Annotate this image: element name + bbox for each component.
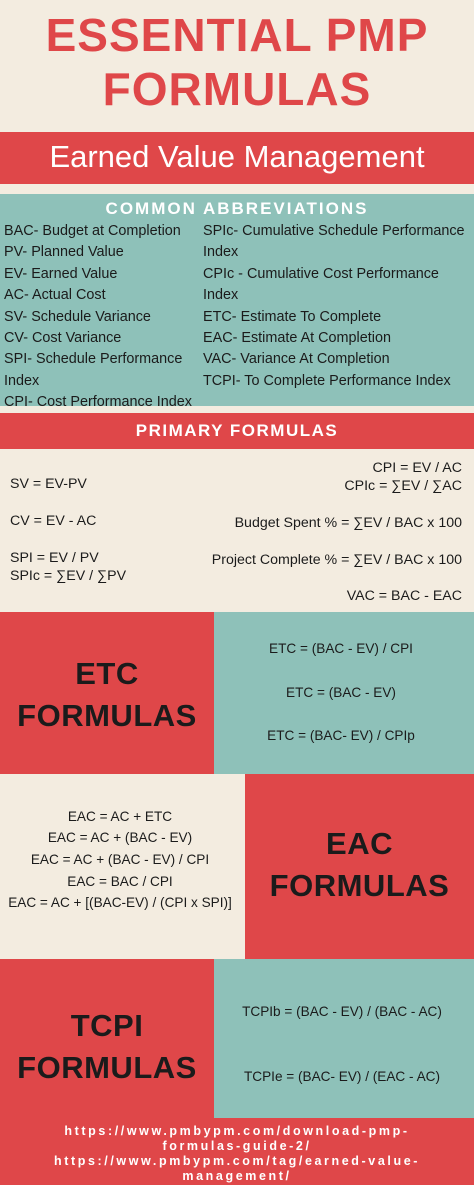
etc-formula: ETC = (BAC - EV) / CPI	[269, 641, 413, 656]
formula-project-complete: Project Complete % = ∑EV / BAC x 100	[211, 552, 462, 568]
formula-budget-spent: Budget Spent % = ∑EV / BAC x 100	[234, 515, 462, 531]
abbreviation-item: ETC- Estimate To Complete	[203, 308, 382, 325]
formula-cv: CV = EV - AC	[10, 513, 97, 529]
eac-formula: EAC = BAC / CPI	[67, 874, 173, 889]
etc-label-line-1: ETC	[75, 656, 139, 691]
eac-formula: EAC = AC + ETC	[67, 809, 173, 824]
eac-formulas-block	[0, 774, 245, 959]
abbreviation-item: EAC- Estimate At Completion	[203, 330, 391, 347]
eac-label-block	[245, 774, 474, 959]
title-line-2: FORMULAS	[102, 63, 372, 115]
eac-formula: EAC = AC + (BAC - EV) / CPI	[30, 852, 210, 867]
etc-label-block	[0, 612, 214, 774]
formula-spic: SPIc = ∑EV / ∑PV	[10, 568, 127, 584]
abbreviations-left-column: BAC- Budget at Completion PV- Planned Va…	[4, 221, 200, 414]
subtitle-banner	[0, 132, 474, 184]
abbreviation-item: VAC- Variance At Completion	[203, 351, 390, 368]
abbreviation-item: BAC- Budget at Completion	[4, 223, 181, 239]
primary-formulas-heading: PRIMARY FORMULAS	[135, 421, 339, 440]
abbreviations-section	[0, 194, 474, 406]
etc-formula: ETC = (BAC - EV)	[286, 685, 396, 700]
abbreviation-item: SV- Schedule Variance	[4, 308, 151, 325]
abbreviation-item: SPI- Schedule Performance Index	[4, 351, 183, 389]
abbreviation-item: AC- Actual Cost	[4, 287, 106, 304]
abbreviation-item: TCPI- To Complete Performance Index	[203, 372, 451, 389]
etc-formulas-block	[214, 612, 474, 774]
tcpi-formula: TCPIe = (BAC- EV) / (EAC - AC)	[243, 1069, 440, 1084]
eac-formula: EAC = AC + (BAC - EV)	[47, 830, 193, 845]
abbreviation-item: CPIc - Cumulative Cost Performance Index	[203, 265, 439, 304]
formula-cpi: CPI = EV / AC	[372, 460, 463, 476]
footer-link-line-4[interactable]: management/	[182, 1169, 292, 1183]
formula-sv: SV = EV-PV	[10, 476, 87, 492]
title-line-1: ESSENTIAL PMP	[45, 9, 429, 61]
abbreviations-right-column: SPIc- Cumulative Schedule Performance In…	[203, 221, 473, 392]
eac-label-line-2: FORMULAS	[269, 868, 450, 903]
tcpi-label-line-1: TCPI	[70, 1008, 144, 1043]
footer-link-line-2[interactable]: formulas-guide-2/	[162, 1139, 312, 1153]
tcpi-formula: TCPIb = (BAC - EV) / (BAC - AC)	[242, 1004, 442, 1019]
eac-label-line-1: EAC	[326, 826, 393, 861]
abbreviation-item: CV- Cost Variance	[4, 330, 122, 347]
formula-spi: SPI = EV / PV	[10, 550, 99, 566]
footer-link-line-1[interactable]: https://www.pmbypm.com/download-pmp-	[64, 1124, 410, 1138]
primary-formulas-band	[0, 413, 474, 449]
etc-formula: ETC = (BAC- EV) / CPIp	[267, 728, 415, 743]
abbreviation-item: EV- Earned Value	[4, 265, 118, 282]
formula-vac: VAC = BAC - EAC	[346, 588, 462, 604]
tcpi-label-block	[0, 959, 214, 1118]
tcpi-formulas-block	[214, 959, 474, 1118]
subtitle-text: Earned Value Management	[49, 139, 425, 174]
formula-cpic: CPIc = ∑EV / ∑AC	[344, 478, 462, 494]
footer-band	[0, 1118, 474, 1185]
etc-label-line-2: FORMULAS	[17, 698, 197, 733]
abbreviation-item: CPI- Cost Performance Index	[4, 394, 192, 411]
abbreviation-item: SPIc- Cumulative Schedule Performance In…	[203, 223, 465, 261]
eac-formula: EAC = AC + [(BAC-EV) / (CPI x SPI)]	[8, 895, 232, 910]
abbreviation-item: PV- Planned Value	[4, 244, 124, 261]
abbreviations-heading: COMMON ABBREVIATIONS	[105, 199, 369, 218]
footer-link-line-3[interactable]: https://www.pmbypm.com/tag/earned-value-	[53, 1154, 421, 1168]
tcpi-label-line-2: FORMULAS	[17, 1050, 197, 1085]
